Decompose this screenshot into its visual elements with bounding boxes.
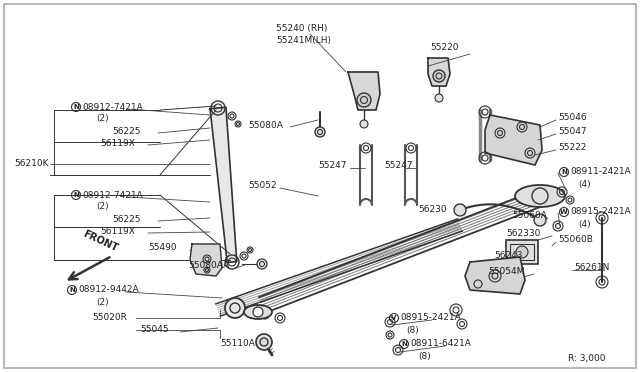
Text: (4): (4) [578, 219, 591, 228]
Text: 55060A: 55060A [512, 212, 547, 221]
Text: 55241M(LH): 55241M(LH) [276, 35, 331, 45]
Text: (2): (2) [96, 298, 109, 307]
Text: R: 3,000: R: 3,000 [568, 353, 605, 362]
Text: 55247: 55247 [318, 161, 346, 170]
Text: 56230: 56230 [418, 205, 447, 215]
Polygon shape [485, 115, 542, 165]
Text: 55045: 55045 [140, 326, 168, 334]
Text: (8): (8) [406, 326, 419, 334]
Text: 55240 (RH): 55240 (RH) [276, 23, 328, 32]
Circle shape [225, 298, 245, 318]
Circle shape [433, 70, 445, 82]
Text: 56261N: 56261N [574, 263, 609, 273]
Polygon shape [190, 244, 222, 276]
Text: 08915-2421A: 08915-2421A [400, 314, 461, 323]
Text: N: N [73, 104, 79, 110]
Text: 56243: 56243 [494, 251, 522, 260]
Circle shape [454, 204, 466, 216]
Polygon shape [210, 107, 237, 262]
Text: 56225: 56225 [112, 126, 141, 135]
Polygon shape [465, 257, 525, 294]
Text: 55220: 55220 [430, 44, 458, 52]
Circle shape [435, 94, 443, 102]
Text: 08912-7421A: 08912-7421A [82, 103, 143, 112]
Text: 56119X: 56119X [100, 227, 135, 235]
Circle shape [534, 214, 546, 226]
Text: 55060B: 55060B [558, 235, 593, 244]
Text: 08911-2421A: 08911-2421A [570, 167, 631, 176]
Text: 08911-6421A: 08911-6421A [410, 340, 471, 349]
Text: 08912-9442A: 08912-9442A [78, 285, 139, 295]
Bar [510, 244, 534, 260]
Circle shape [256, 334, 272, 350]
Text: 55047: 55047 [558, 128, 587, 137]
Text: FRONT: FRONT [81, 229, 119, 254]
Text: (4): (4) [578, 180, 591, 189]
Text: 56225: 56225 [112, 215, 141, 224]
Text: 55080A: 55080A [248, 122, 283, 131]
Text: 55054M: 55054M [488, 267, 524, 276]
Circle shape [257, 259, 267, 269]
Text: (2): (2) [96, 115, 109, 124]
Text: N: N [561, 169, 567, 175]
Text: 55490: 55490 [148, 244, 177, 253]
Bar [506, 240, 538, 264]
Text: W: W [560, 209, 568, 215]
Text: N: N [69, 287, 75, 293]
Text: 55080AA: 55080AA [188, 262, 229, 270]
Polygon shape [348, 72, 380, 110]
Text: 08912-7421A: 08912-7421A [82, 190, 143, 199]
Text: 08915-2421A: 08915-2421A [570, 208, 631, 217]
Text: (2): (2) [96, 202, 109, 212]
Circle shape [360, 120, 368, 128]
Circle shape [315, 127, 325, 137]
Text: N: N [401, 341, 407, 347]
Text: 55222: 55222 [558, 144, 586, 153]
Text: (8): (8) [418, 352, 431, 360]
Text: 562330: 562330 [506, 230, 540, 238]
Text: 56119X: 56119X [100, 138, 135, 148]
Text: 55110A: 55110A [220, 340, 255, 349]
Ellipse shape [244, 305, 272, 319]
Text: 55046: 55046 [558, 113, 587, 122]
Text: 56210K: 56210K [14, 160, 49, 169]
Text: 55020R: 55020R [92, 314, 127, 323]
Ellipse shape [515, 185, 565, 207]
Circle shape [253, 307, 263, 317]
Circle shape [357, 93, 371, 107]
Text: 55247: 55247 [384, 161, 413, 170]
Text: 55052: 55052 [248, 182, 276, 190]
Text: V: V [391, 315, 397, 321]
Circle shape [532, 188, 548, 204]
Polygon shape [428, 58, 450, 86]
Text: N: N [73, 192, 79, 198]
Circle shape [516, 246, 528, 258]
